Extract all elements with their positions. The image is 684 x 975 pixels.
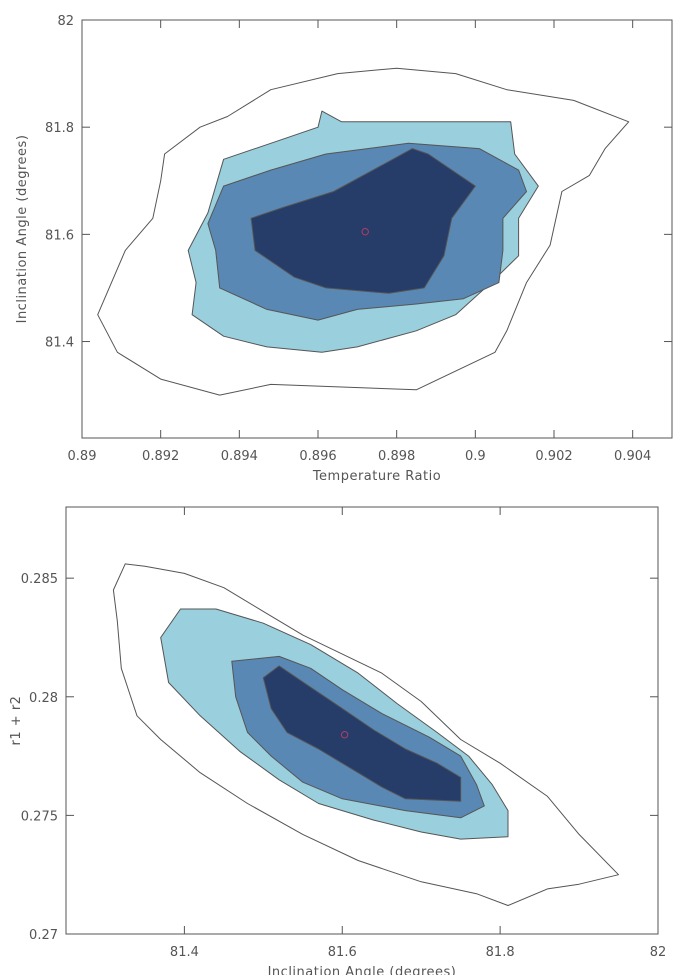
bottom-panel-y-axis-title: r1 + r2 <box>9 696 24 746</box>
bottom-panel-y-tick-label: 0.27 <box>29 928 58 943</box>
bottom-panel-x-tick-label: 81.8 <box>486 945 515 960</box>
bottom-panel-frame <box>65 506 659 935</box>
top-panel-x-tick-label: 0.902 <box>535 449 572 464</box>
top-panel-x-tick-label: 0.89 <box>68 449 97 464</box>
top-panel-x-tick-label: 0.892 <box>142 449 179 464</box>
bottom-panel-x-tick-label: 82 <box>650 945 667 960</box>
top-panel-y-tick-label: 81.4 <box>45 336 74 351</box>
top-panel-x-tick-label: 0.898 <box>378 449 415 464</box>
top-panel-x-tick-label: 0.894 <box>221 449 258 464</box>
bottom-panel-chart: 81.4 81.6 81.8 82 0.27 0.275 0.28 0.285 Inclinat… <box>9 506 667 975</box>
top-panel-y-tick-label: 81.8 <box>45 121 74 136</box>
bottom-panel-y-tick-label: 0.275 <box>21 809 58 824</box>
top-panel-x-tick-label: 0.896 <box>299 449 336 464</box>
bottom-panel-x-tick-label: 81.4 <box>170 945 199 960</box>
top-panel-x-axis-title: Temperature Ratio <box>312 469 441 484</box>
bottom-panel-y-tick-label: 0.28 <box>29 691 58 706</box>
top-panel-chart: 0.89 0.892 0.894 0.896 0.898 0.9 0.902 0.904 81.… <box>15 14 673 484</box>
top-panel-y-tick-label: 82 <box>57 14 74 29</box>
bottom-panel-contour-level-4 <box>262 665 462 802</box>
bottom-panel-x-tick-label: 81.6 <box>328 945 357 960</box>
bottom-panel-y-tick-label: 0.285 <box>21 572 58 587</box>
top-panel-y-axis-title: Inclination Angle (degrees) <box>15 135 30 324</box>
bottom-panel-x-axis-title: Inclination Angle (degrees) <box>268 965 457 975</box>
top-panel-x-tick-label: 0.9 <box>465 449 486 464</box>
top-panel-frame <box>81 19 673 439</box>
top-panel-x-tick-label: 0.904 <box>614 449 651 464</box>
top-panel-best-fit-marker <box>361 227 369 236</box>
top-panel-contour-level-4 <box>250 148 476 294</box>
bottom-panel-best-fit-marker <box>340 731 349 739</box>
top-panel-y-tick-label: 81.6 <box>45 228 74 243</box>
